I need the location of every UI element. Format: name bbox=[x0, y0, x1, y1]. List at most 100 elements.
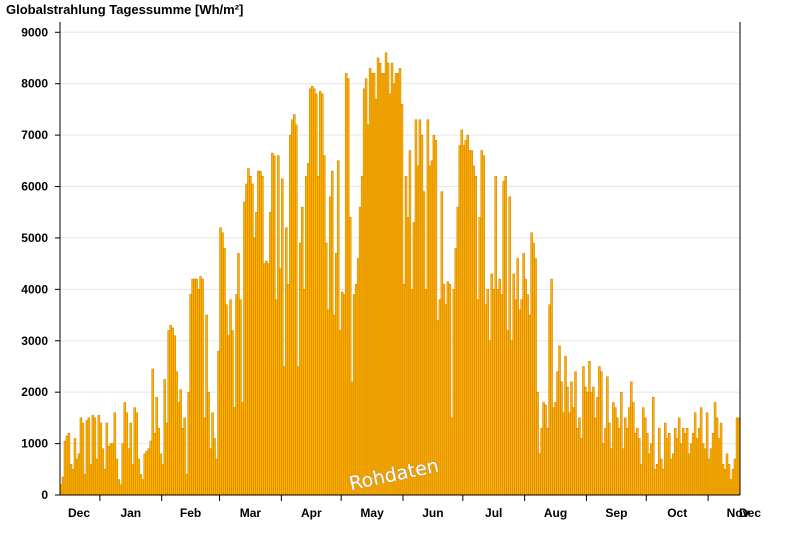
y-tick-label: 0 bbox=[41, 488, 48, 502]
bar bbox=[348, 217, 352, 496]
y-tick-label: 9000 bbox=[21, 25, 48, 39]
bar bbox=[153, 433, 156, 496]
bar bbox=[628, 407, 631, 496]
bar bbox=[550, 278, 553, 496]
bar bbox=[530, 232, 533, 496]
bar bbox=[572, 407, 575, 496]
bar bbox=[255, 212, 258, 496]
bar bbox=[326, 309, 330, 496]
bar bbox=[570, 381, 573, 496]
bar bbox=[392, 83, 396, 496]
bar bbox=[145, 451, 148, 496]
y-tick-label: 3000 bbox=[21, 334, 48, 348]
bar bbox=[502, 181, 505, 496]
bar bbox=[257, 170, 260, 496]
bar bbox=[127, 448, 131, 496]
bar bbox=[187, 391, 190, 496]
bar bbox=[299, 242, 302, 496]
bar bbox=[85, 420, 89, 496]
bar bbox=[137, 458, 140, 496]
bar-series bbox=[59, 52, 741, 496]
bar bbox=[494, 176, 497, 496]
bar bbox=[141, 479, 144, 496]
bar bbox=[460, 129, 464, 496]
bar bbox=[125, 412, 129, 496]
bar bbox=[584, 386, 587, 496]
bar bbox=[634, 433, 637, 496]
bar bbox=[372, 73, 376, 496]
x-tick-label: Dec bbox=[68, 506, 90, 520]
bar bbox=[324, 242, 328, 496]
bar bbox=[93, 417, 97, 496]
bar bbox=[528, 314, 531, 496]
bar bbox=[340, 291, 344, 496]
bar bbox=[438, 299, 442, 496]
bar bbox=[163, 379, 166, 496]
bar bbox=[263, 263, 266, 496]
y-tick-label: 5000 bbox=[21, 231, 48, 245]
bar bbox=[660, 458, 663, 496]
bar bbox=[251, 183, 254, 496]
bar bbox=[382, 73, 386, 496]
bar bbox=[151, 368, 154, 496]
bar bbox=[456, 206, 460, 496]
bar bbox=[259, 170, 262, 496]
bar bbox=[416, 165, 420, 496]
bar bbox=[426, 119, 430, 496]
bar bbox=[699, 407, 703, 496]
bar bbox=[536, 391, 539, 496]
x-tick-label: Aug bbox=[544, 506, 567, 520]
bar bbox=[717, 438, 721, 496]
bar bbox=[344, 73, 348, 496]
bar bbox=[482, 155, 485, 496]
bar bbox=[79, 417, 83, 496]
bar bbox=[307, 163, 310, 496]
bar bbox=[161, 463, 164, 496]
bar bbox=[243, 201, 246, 496]
bar bbox=[711, 433, 715, 496]
bar bbox=[113, 412, 117, 496]
bar bbox=[321, 93, 324, 496]
bar bbox=[695, 438, 699, 496]
bar bbox=[315, 93, 318, 496]
bar bbox=[354, 283, 358, 496]
bar bbox=[129, 422, 133, 496]
bar bbox=[213, 438, 216, 496]
bar bbox=[500, 294, 503, 496]
y-tick-label: 4000 bbox=[21, 282, 48, 296]
bar bbox=[261, 176, 264, 496]
bar bbox=[390, 62, 394, 496]
bar bbox=[287, 283, 290, 496]
bar bbox=[642, 407, 645, 496]
bar bbox=[193, 278, 196, 496]
bar bbox=[616, 417, 619, 496]
bar bbox=[594, 417, 597, 496]
bar bbox=[727, 463, 731, 496]
bar bbox=[564, 355, 567, 496]
bar bbox=[618, 427, 621, 496]
bar bbox=[398, 68, 402, 496]
bar bbox=[496, 289, 499, 496]
bar bbox=[245, 183, 248, 496]
bar bbox=[378, 62, 382, 496]
y-tick-label: 2000 bbox=[21, 385, 48, 399]
bar bbox=[548, 304, 551, 496]
x-tick-label: Jan bbox=[120, 506, 141, 520]
bar bbox=[121, 443, 125, 496]
y-tick-label: 8000 bbox=[21, 77, 48, 91]
bar bbox=[313, 88, 316, 496]
bar bbox=[420, 134, 424, 496]
bar bbox=[103, 469, 107, 496]
bar bbox=[165, 422, 168, 496]
bar bbox=[590, 391, 593, 496]
x-tick-label: Nov bbox=[727, 506, 750, 520]
bar bbox=[189, 294, 192, 496]
bar bbox=[309, 88, 312, 496]
bar bbox=[81, 422, 85, 496]
bar bbox=[167, 330, 170, 496]
bar bbox=[91, 415, 95, 496]
bar bbox=[442, 283, 446, 496]
bar bbox=[109, 443, 113, 496]
bar bbox=[430, 160, 434, 496]
bar bbox=[488, 340, 491, 496]
